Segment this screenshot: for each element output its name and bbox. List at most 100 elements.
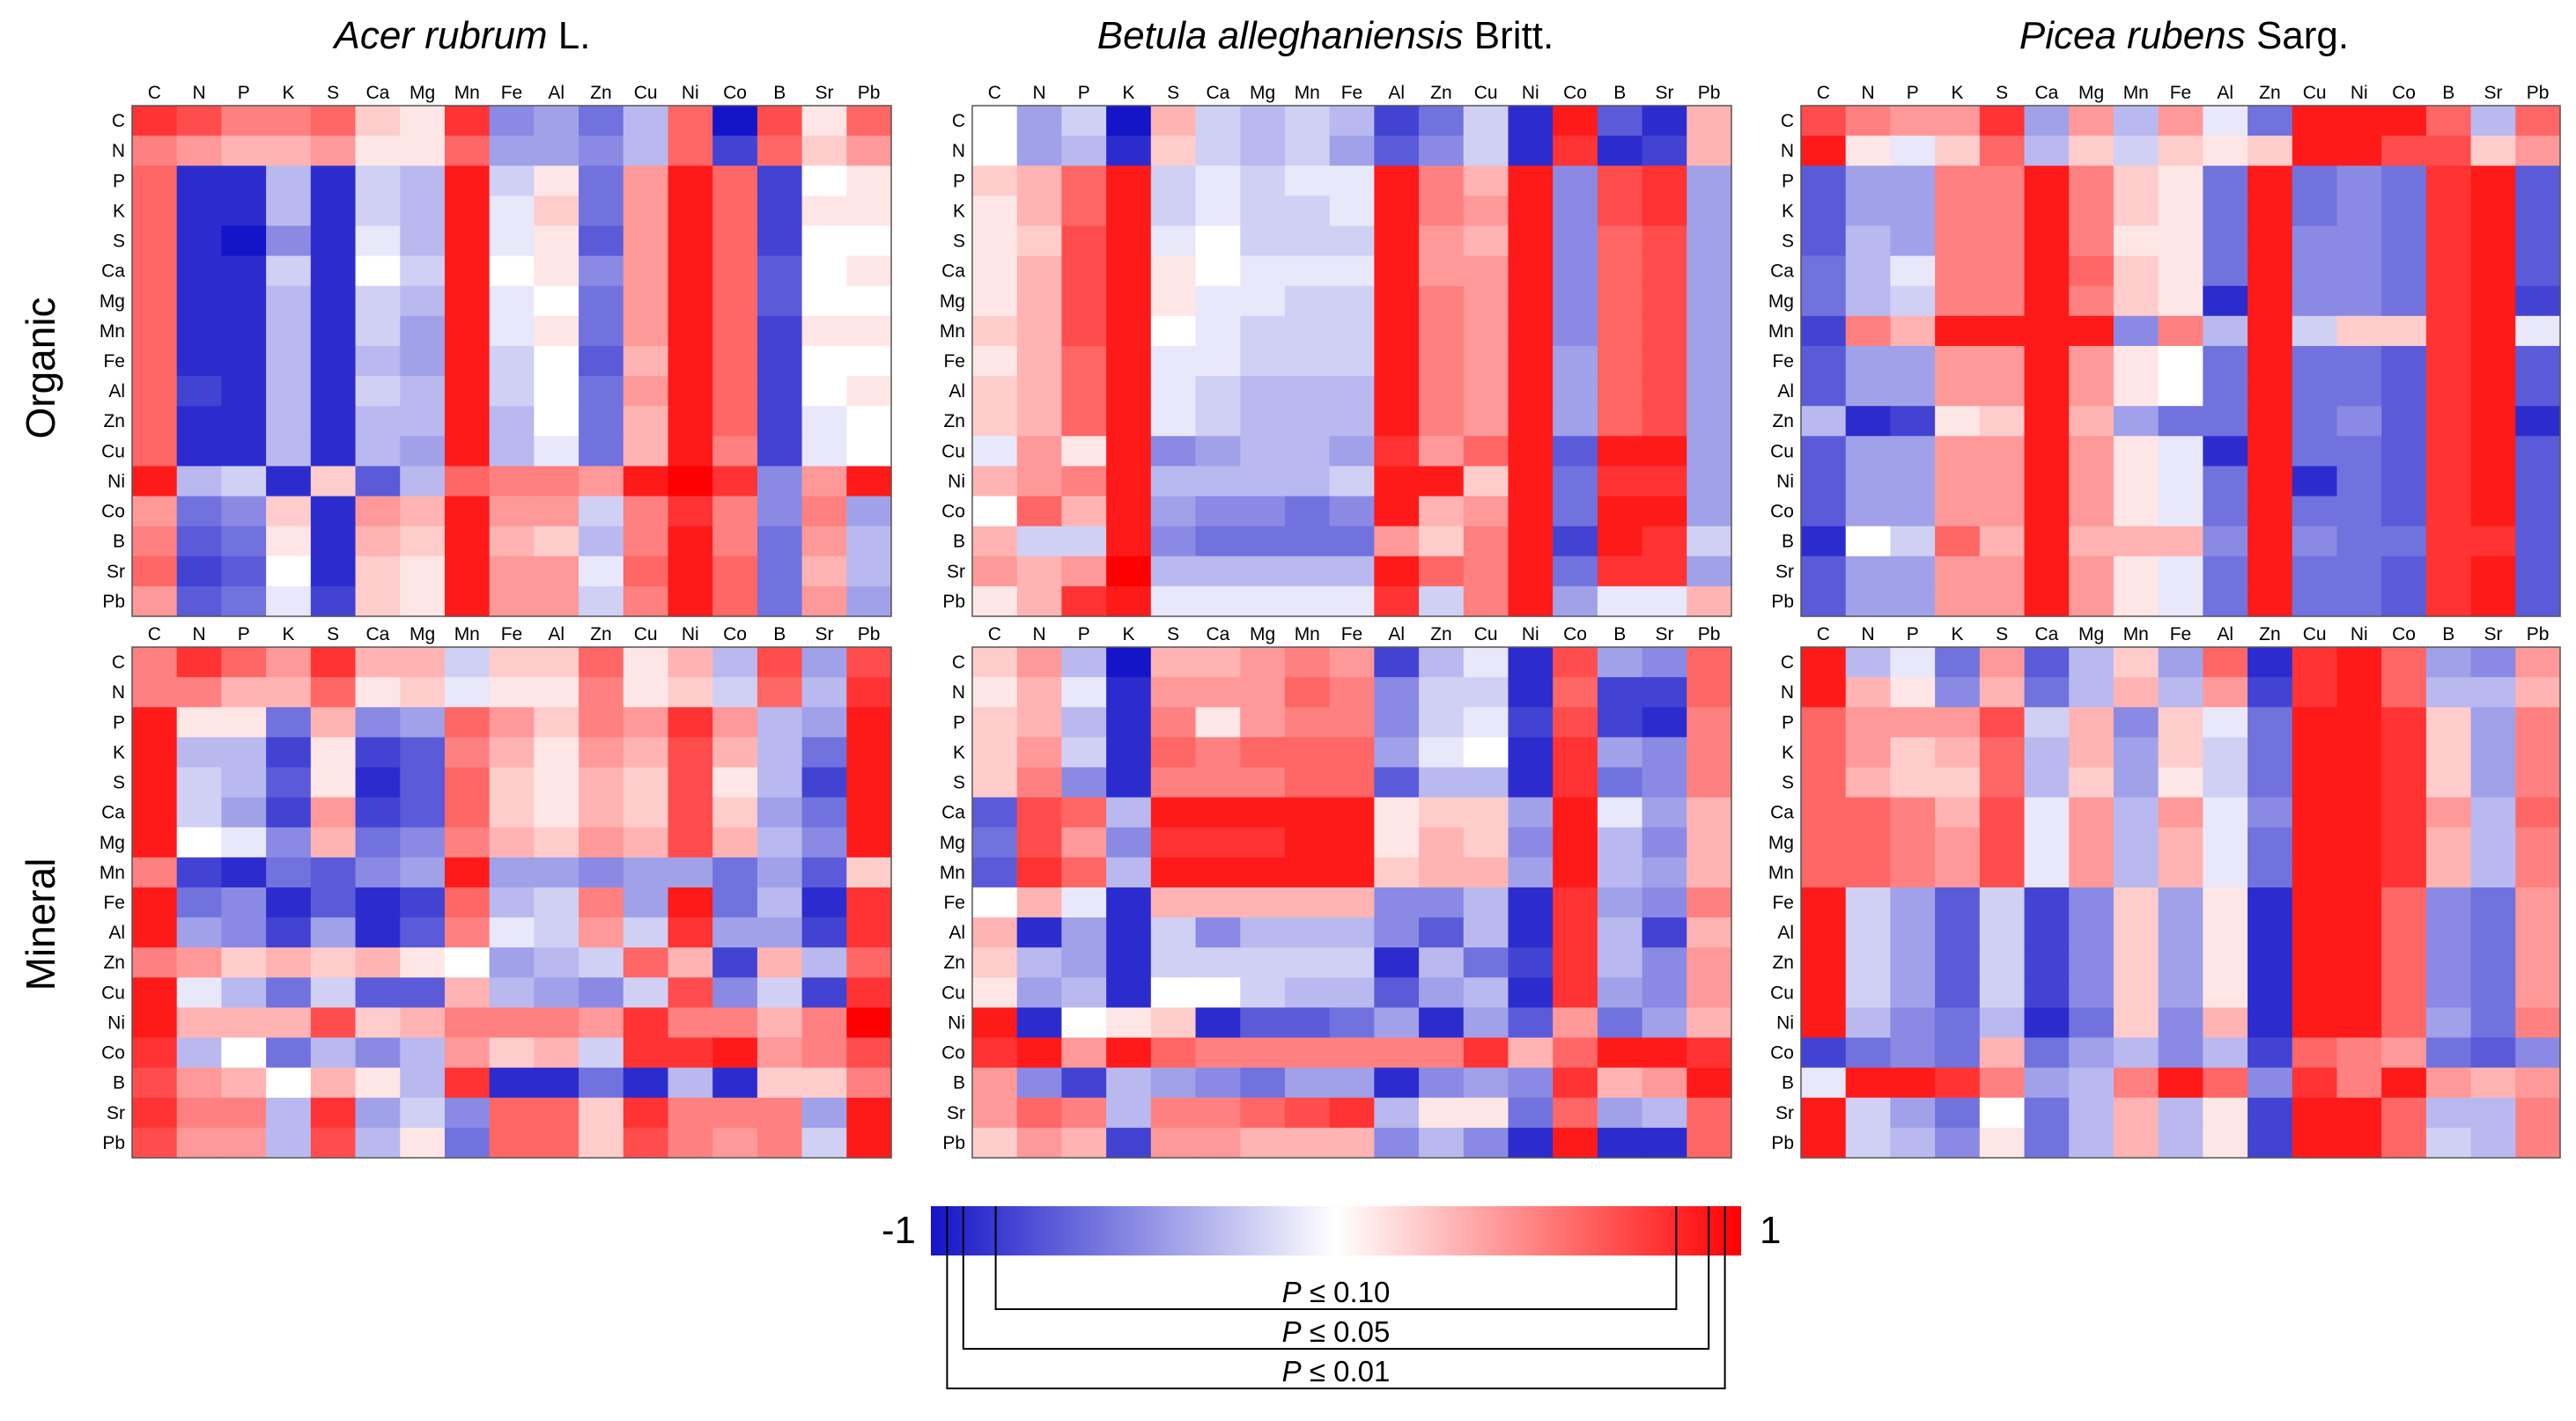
heatmap-cell [1463, 857, 1509, 888]
heatmap-cell [1150, 285, 1197, 317]
heatmap-cell [1374, 947, 1420, 978]
heatmap-cell [1329, 496, 1375, 527]
column-tick-label: S [1167, 83, 1179, 103]
heatmap-cell [2292, 556, 2338, 587]
heatmap-cell [1508, 526, 1554, 557]
heatmap-cell [1597, 917, 1643, 948]
heatmap-cell [444, 255, 491, 287]
heatmap-cell [400, 1127, 446, 1159]
heatmap-cell [2158, 376, 2203, 407]
heatmap-cell [2425, 797, 2472, 828]
heatmap-cell [1374, 1097, 1420, 1129]
row-tick-label: Ca [101, 803, 125, 823]
heatmap-cell [355, 857, 401, 888]
heatmap-cell [2470, 1097, 2516, 1129]
heatmap-cell [2024, 1127, 2070, 1159]
heatmap-cell [2425, 315, 2472, 347]
heatmap-cell [1240, 136, 1286, 166]
heatmap-cell [2248, 376, 2293, 407]
row-tick-label: N [112, 141, 125, 161]
heatmap-cell [1106, 556, 1152, 587]
heatmap-cell [668, 977, 713, 1009]
row-tick-label: Pb [102, 592, 125, 612]
heatmap-cell [2024, 195, 2070, 227]
heatmap-cell [221, 136, 267, 166]
species-title-picea-italic: Picea rubens [2019, 14, 2246, 57]
heatmap-cell [1106, 977, 1152, 1009]
heatmap-cell [1979, 1007, 2026, 1039]
row-tick-label: Mg [940, 833, 965, 853]
heatmap-cell [2470, 737, 2516, 769]
heatmap-cell [1979, 737, 2026, 769]
heatmap-cell [1642, 647, 1687, 678]
heatmap-cell [355, 1067, 401, 1099]
heatmap-cell [1508, 1067, 1554, 1099]
column-tick-label: K [1951, 83, 1963, 103]
heatmap-cell [579, 827, 624, 858]
heatmap-cell [846, 827, 892, 858]
heatmap-cell [1463, 166, 1509, 196]
heatmap-cell [1419, 255, 1465, 287]
heatmap-cell [1106, 496, 1152, 527]
heatmap-cell [668, 887, 713, 918]
heatmap-cell [1890, 767, 1936, 799]
column-tick-label: Al [1388, 624, 1405, 644]
heatmap-cell [579, 707, 624, 738]
heatmap-cell [355, 225, 401, 257]
row-tick-label: Al [108, 923, 125, 943]
heatmap-cell [1687, 136, 1732, 166]
heatmap-cell [2069, 707, 2115, 738]
heatmap-cell [623, 195, 669, 227]
panel-betula-organic-frame [971, 105, 1732, 617]
heatmap-cell [221, 556, 267, 587]
heatmap-cell [2248, 106, 2293, 136]
heatmap-cell [1106, 436, 1152, 468]
heatmap-cell [1979, 585, 2026, 617]
heatmap-cell [2292, 887, 2338, 918]
heatmap-cell [1463, 526, 1509, 557]
heatmap-cell [266, 345, 312, 377]
heatmap-cell [534, 827, 579, 858]
heatmap-cell [2069, 887, 2115, 918]
heatmap-cell [2425, 166, 2472, 196]
colorbar-gradient [931, 1206, 1741, 1255]
heatmap-cell [132, 556, 178, 587]
heatmap-cell [1240, 1097, 1286, 1129]
heatmap-cell [1329, 225, 1375, 257]
heatmap-cell [2024, 1067, 2070, 1099]
heatmap-cell [2381, 647, 2427, 678]
heatmap-cell [2292, 436, 2338, 468]
heatmap-cell [266, 466, 312, 497]
heatmap-cell [1374, 195, 1420, 227]
heatmap-cell [1553, 526, 1598, 557]
heatmap-cell [1374, 166, 1420, 196]
heatmap-cell [444, 767, 491, 799]
heatmap-cell [579, 255, 624, 287]
heatmap-cell [1106, 195, 1152, 227]
column-tick-label: Mg [1250, 83, 1275, 103]
heatmap-cell [1508, 1097, 1554, 1129]
heatmap-cell [2425, 436, 2472, 468]
column-tick-label: B [773, 624, 786, 644]
heatmap-cell [132, 827, 178, 858]
heatmap-cell [1463, 647, 1509, 678]
heatmap-cell [132, 376, 178, 407]
heatmap-cell [1979, 106, 2026, 136]
heatmap-cell [1801, 977, 1847, 1009]
heatmap-cell [1284, 315, 1331, 347]
heatmap-cell [1374, 797, 1420, 828]
row-tick-label: Sr [107, 1103, 125, 1123]
heatmap-cell [2515, 677, 2561, 708]
heatmap-cell [1374, 376, 1420, 407]
heatmap-cell [132, 136, 178, 166]
heatmap-cell [534, 887, 579, 918]
heatmap-cell [132, 526, 178, 557]
heatmap-cell [2470, 556, 2516, 587]
heatmap-cell [355, 466, 401, 497]
heatmap-cell [2203, 556, 2248, 587]
heatmap-cell [1240, 166, 1286, 196]
heatmap-cell [1508, 827, 1554, 858]
column-tick-label: Co [2392, 83, 2416, 103]
heatmap-cell [2381, 1037, 2427, 1069]
column-tick-label: Sr [815, 624, 833, 644]
